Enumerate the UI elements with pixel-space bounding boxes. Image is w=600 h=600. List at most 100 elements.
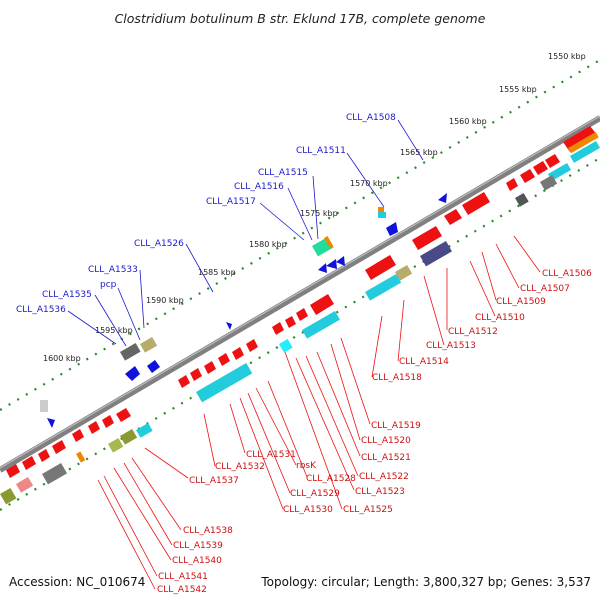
gene-arrow-reverse	[226, 322, 232, 330]
gray-feature	[119, 342, 141, 361]
gray-feature	[41, 463, 68, 485]
gene-label: CLL_A1511	[296, 146, 346, 156]
gene-label: CLL_A1536	[16, 305, 66, 315]
pink-feature	[15, 476, 34, 493]
ruler-lines	[0, 59, 600, 511]
forward-features	[0, 126, 600, 505]
gene-arrow-reverse	[386, 222, 398, 236]
gene-arrow	[116, 408, 131, 422]
gene-arrow	[88, 421, 100, 434]
gene-arrow	[296, 308, 308, 321]
tick-label: 1555 kbp	[499, 85, 537, 94]
gene-label: CLL_A1517	[206, 197, 256, 207]
gene-label: CLL_A1508	[346, 113, 396, 123]
tick-label: 1580 kbp	[249, 240, 287, 249]
gene-label: CLL_A1538	[183, 526, 233, 536]
gene-label: CLL_A1519	[371, 421, 421, 431]
gene-label: CLL_A1542	[157, 585, 207, 595]
orange-feature	[76, 451, 86, 463]
olive-feature	[108, 438, 124, 453]
orange-feature	[567, 132, 599, 154]
gene-label: CLL_A1522	[359, 472, 409, 482]
orange-feature	[378, 207, 384, 213]
cyan-feature	[195, 363, 253, 403]
cyan-feature	[548, 163, 572, 181]
tick-label: 1560 kbp	[449, 117, 487, 126]
gene-label: pcp	[100, 280, 117, 290]
tick-label: 1600 kbp	[43, 354, 81, 363]
gene-label: CLL_A1507	[520, 284, 570, 294]
reverse-features	[40, 193, 447, 428]
gene-arrow-reverse	[47, 418, 55, 428]
genome-backbone	[0, 115, 600, 473]
olive-feature	[395, 265, 413, 281]
olive-feature	[139, 337, 158, 353]
gene-arrow	[22, 456, 36, 470]
gene-arrow	[462, 192, 490, 215]
gene-arrow	[545, 154, 560, 168]
tick-label: 1550 kbp	[548, 52, 586, 61]
tick-label: 1565 kbp	[400, 148, 438, 157]
bottom-gene-labels: CLL_A1506 CLL_A1507 CLL_A1509 CLL_A1510 …	[157, 269, 592, 595]
cyan-feature	[279, 339, 293, 353]
gene-label: CLL_A1539	[173, 541, 223, 551]
gene-label: CLL_A1525	[343, 505, 393, 515]
orange-feature	[324, 236, 334, 249]
gene-arrow	[204, 361, 216, 374]
gene-label: CLL_A1512	[448, 327, 498, 337]
gene-label: CLL_A1537	[189, 476, 239, 486]
gene-arrow	[533, 161, 548, 175]
gene-arrow-reverse	[318, 263, 327, 273]
gene-arrow	[38, 449, 50, 462]
gene-arrow	[563, 126, 598, 152]
gene-arrow	[246, 339, 258, 352]
cyan-feature	[135, 423, 153, 438]
gene-label: CLL_A1526	[134, 239, 184, 249]
gene-arrow	[178, 375, 190, 388]
gene-label: CLL_A1523	[355, 487, 405, 497]
gene-arrow	[52, 440, 66, 454]
gray-feature	[515, 193, 529, 207]
gene-arrow-reverse	[438, 193, 447, 203]
gene-label: CLL_A1531	[246, 450, 296, 460]
map-title: Clostridium botulinum B str. Eklund 17B,…	[115, 11, 486, 26]
gene-label: CLL_A1532	[215, 462, 265, 472]
gene-label: CLL_A1516	[234, 182, 284, 192]
gene-arrow	[6, 464, 20, 478]
gene-arrow	[412, 226, 442, 250]
gene-label: CLL_A1506	[542, 269, 592, 279]
gene-arrow	[72, 429, 84, 442]
gene-arrow-reverse	[336, 256, 345, 266]
gene-label: CLL_A1513	[426, 341, 476, 351]
gene-label: CLL_A1541	[158, 572, 208, 582]
gene-arrow	[272, 322, 284, 335]
gene-arrow	[520, 169, 535, 183]
navy-feature	[419, 241, 452, 267]
cyan-feature	[570, 141, 600, 163]
tick-label: 1595 kbp	[95, 326, 133, 335]
gene-label: CLL_A1533	[88, 265, 138, 275]
gray-feature	[540, 175, 558, 191]
gene-arrow	[285, 316, 296, 328]
cyan-feature	[365, 274, 402, 301]
gene-label: CLL_A1521	[361, 453, 411, 463]
tick-label: 1570 kbp	[350, 179, 388, 188]
tick-label: 1590 kbp	[146, 296, 184, 305]
gene-arrow	[190, 368, 202, 381]
gene-arrow-reverse	[147, 360, 160, 373]
gene-arrow	[218, 353, 230, 366]
tick-label: 1585 kbp	[198, 268, 236, 277]
tick-labels: 1550 kbp 1555 kbp 1560 kbp 1565 kbp 1570…	[43, 52, 586, 363]
gene-label: CLL_A1520	[361, 436, 411, 446]
tick-label: 1575 kbp	[300, 209, 338, 218]
gene-arrow	[310, 294, 334, 315]
gene-label: CLL_A1518	[372, 373, 422, 383]
gene-arrow-reverse	[326, 259, 337, 269]
topology-text: Topology: circular; Length: 3,800,327 bp…	[260, 575, 591, 589]
accession-text: Accession: NC_010674	[9, 575, 145, 589]
gene-arrow	[365, 255, 396, 280]
gene-label: CLL_A1535	[42, 290, 92, 300]
gene-arrow	[444, 209, 462, 225]
cyan-feature	[302, 311, 340, 339]
